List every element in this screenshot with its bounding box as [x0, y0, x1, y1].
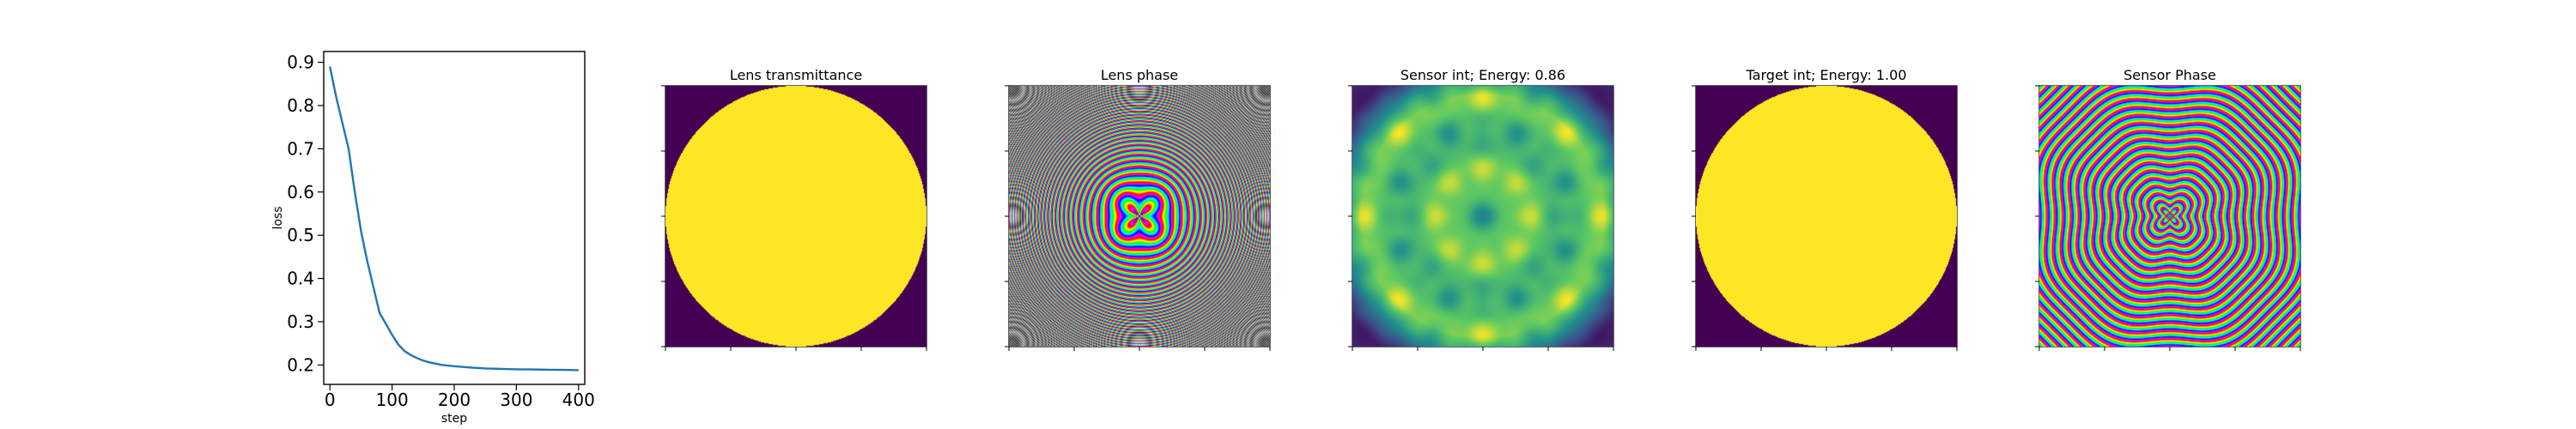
loss-x-tick-label: 0 — [325, 390, 336, 410]
loss-plot-frame — [323, 51, 586, 385]
loss-y-ticks: 0.2 0.3 0.4 0.5 0.6 0.7 0.8 0.9 — [287, 52, 324, 375]
panel-title-target-intensity: Target int; Energy: 1.00 — [1746, 67, 1907, 83]
panel-title-lens-phase: Lens phase — [1101, 67, 1178, 83]
panel-title-lens-transmittance: Lens transmittance — [730, 67, 862, 83]
loss-x-tick-label: 200 — [438, 390, 471, 410]
loss-x-ticks: 0 100 200 300 400 — [325, 384, 595, 410]
loss-series-line — [329, 66, 579, 372]
panel-ticks-sensor-intensity — [1348, 85, 1614, 351]
loss-y-axis-label: loss — [271, 206, 285, 229]
loss-y-tick-label: 0.2 — [287, 354, 314, 375]
loss-y-tick-label: 0.8 — [287, 95, 314, 116]
heatmap-target-intensity — [1696, 86, 1957, 347]
heatmap-lens-phase — [1009, 86, 1270, 347]
heatmap-lens-transmittance — [665, 86, 927, 347]
loss-x-tick-label: 100 — [376, 390, 409, 410]
panel-title-sensor-phase: Sensor Phase — [2123, 67, 2216, 83]
loss-y-tick-label: 0.9 — [287, 52, 314, 73]
heatmap-sensor-phase — [2039, 86, 2300, 347]
loss-y-tick-label: 0.5 — [287, 225, 314, 245]
loss-y-tick-label: 0.6 — [287, 182, 314, 202]
panel-ticks-target-intensity — [1692, 85, 1958, 351]
loss-x-tick-label: 400 — [562, 390, 595, 410]
heatmap-sensor-intensity — [1352, 86, 1613, 347]
panel-title-sensor-intensity: Sensor int; Energy: 0.86 — [1400, 67, 1565, 83]
loss-x-axis-label: step — [441, 412, 467, 426]
panel-ticks-lens-phase — [1005, 85, 1271, 351]
panel-ticks-lens-transmittance — [661, 85, 927, 351]
loss-y-tick-label: 0.3 — [287, 311, 314, 332]
panel-ticks-sensor-phase — [2035, 85, 2301, 351]
loss-y-tick-label: 0.4 — [287, 269, 314, 289]
loss-y-tick-label: 0.7 — [287, 138, 314, 159]
loss-chart: 0 100 200 300 400 0.2 0.3 0.4 0.5 0.6 0.7 0.8 0.9 s… — [271, 51, 595, 426]
loss-x-tick-label: 300 — [500, 390, 532, 410]
